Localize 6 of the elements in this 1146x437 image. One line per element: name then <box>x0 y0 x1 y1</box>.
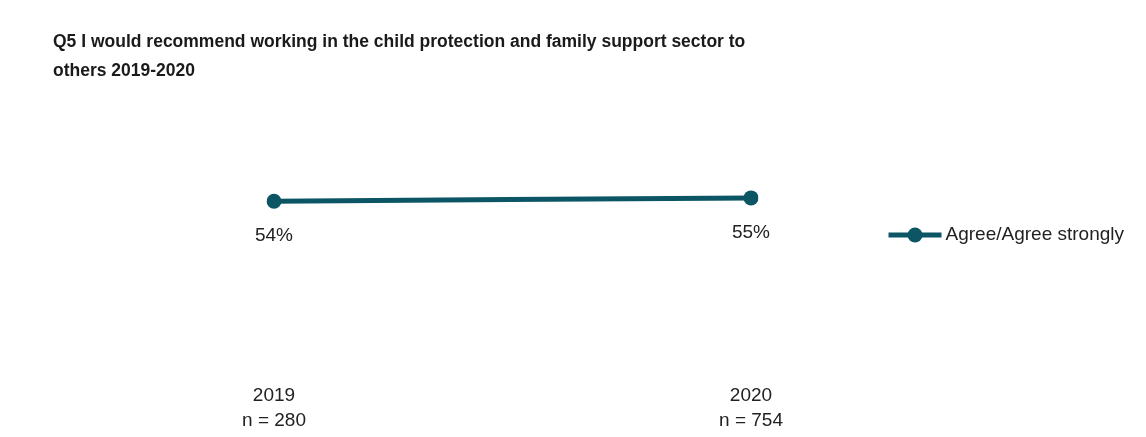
legend-label: Agree/Agree strongly <box>945 223 1125 245</box>
data-label: 55% <box>731 221 771 243</box>
x-tick-label: 2019 n = 280 <box>242 384 306 430</box>
x-tick-label: 2020 n = 754 <box>719 384 784 430</box>
chart-title: Q5 I would recommend working in the child protection and family support sector to others 2019-2020 <box>53 30 747 82</box>
data-label: 54% <box>254 224 294 246</box>
